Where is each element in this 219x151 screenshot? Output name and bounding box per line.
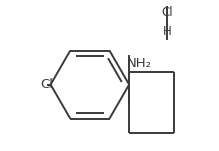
Text: Cl: Cl: [40, 78, 53, 91]
Text: H: H: [162, 25, 171, 38]
Text: Cl: Cl: [161, 6, 173, 19]
Text: NH₂: NH₂: [126, 57, 152, 70]
